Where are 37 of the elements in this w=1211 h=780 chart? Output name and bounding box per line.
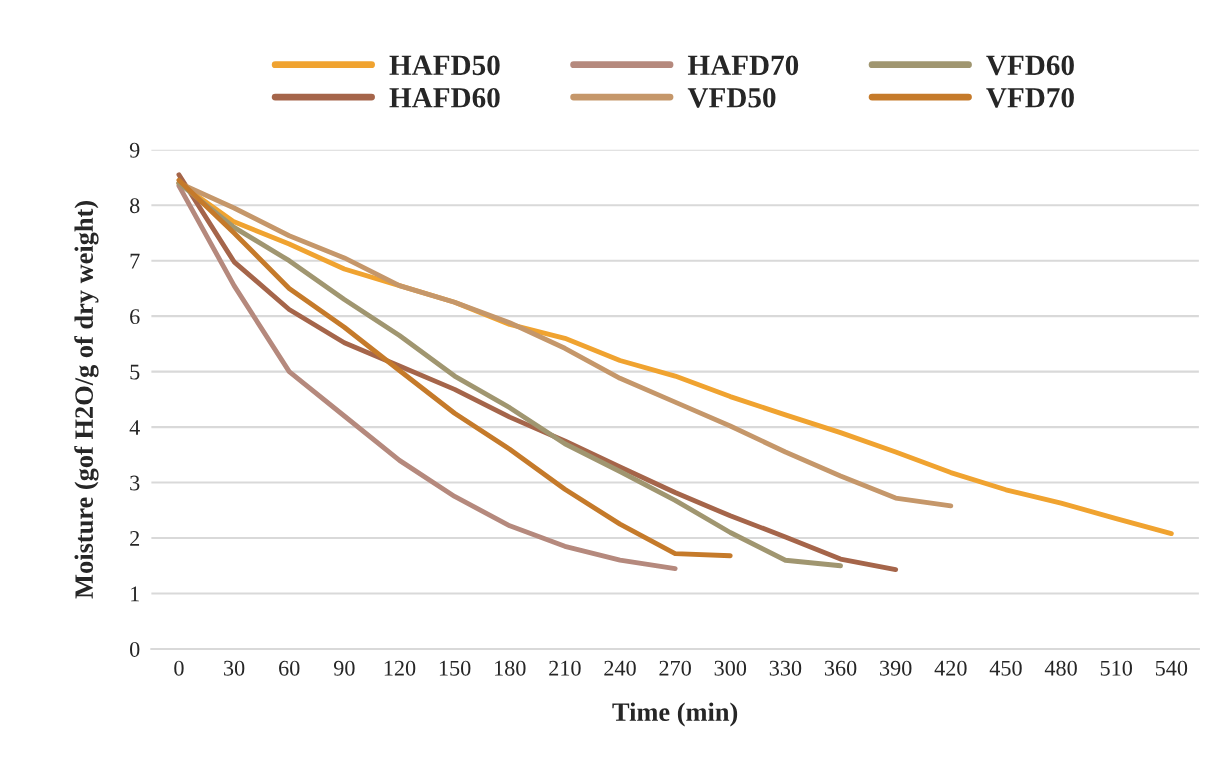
legend-label: HAFD50: [389, 55, 500, 76]
x-tick-label: 30: [224, 660, 245, 676]
x-tick-label: 120: [384, 660, 416, 676]
y-tick-label: 5: [130, 364, 140, 380]
x-axis-title: Time (min): [612, 702, 738, 727]
y-tick-label: 9: [129, 142, 140, 158]
legend-label: VFD70: [986, 87, 1074, 108]
y-tick-label: 1: [131, 586, 139, 602]
x-tick-label: 330: [769, 660, 802, 676]
y-tick-label: 2: [130, 531, 140, 546]
x-tick-label: 510: [1100, 660, 1133, 676]
legend-label: HAFD60: [389, 87, 500, 108]
x-tick-label: 90: [333, 660, 355, 676]
x-tick-label: 300: [714, 660, 747, 676]
legend-label: VFD60: [986, 55, 1074, 76]
y-tick-label: 0: [130, 641, 140, 657]
y-tick-label: 8: [130, 198, 140, 214]
x-tick-label: 60: [279, 660, 300, 676]
y-axis-title: Moisture (gof H2O/g of dry weight): [74, 201, 99, 599]
x-tick-label: 150: [439, 660, 471, 676]
y-tick-label: 6: [130, 309, 140, 325]
x-tick-label: 480: [1044, 660, 1077, 676]
x-tick-label: 0: [174, 660, 184, 676]
y-tick-label: 4: [129, 420, 140, 435]
y-tick-label: 7: [130, 253, 140, 269]
x-tick-label: 360: [824, 660, 857, 676]
x-tick-label: 270: [659, 660, 691, 676]
x-tick-label: 210: [549, 660, 581, 676]
legend-label: VFD50: [687, 87, 776, 108]
x-tick-label: 540: [1155, 660, 1188, 676]
x-tick-label: 180: [495, 660, 526, 676]
x-tick-label: 450: [989, 660, 1022, 676]
x-tick-label: 420: [934, 660, 967, 676]
legend-label: HAFD70: [687, 55, 799, 76]
x-tick-label: 390: [880, 660, 912, 676]
x-tick-label: 240: [604, 660, 636, 676]
y-tick-label: 3: [130, 475, 140, 491]
